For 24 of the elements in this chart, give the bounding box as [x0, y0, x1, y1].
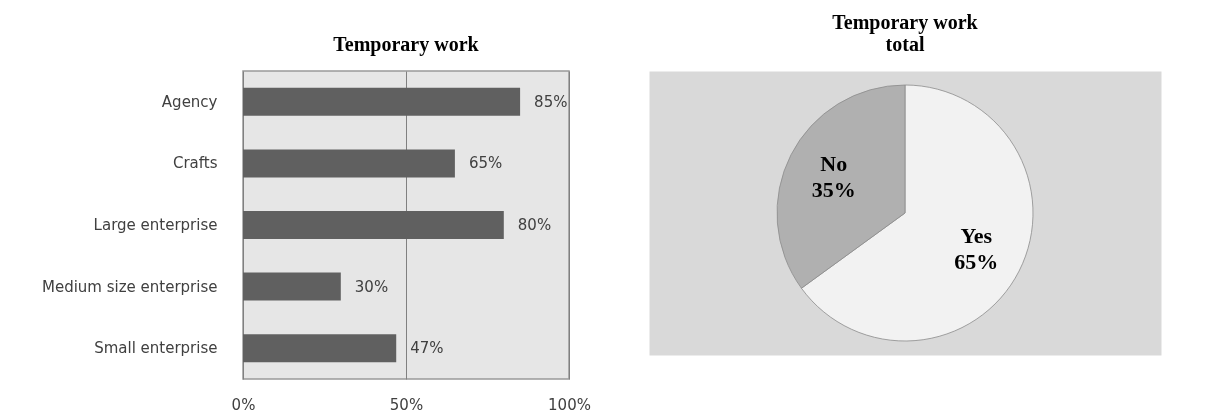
chart-title: Temporary work — [333, 33, 480, 56]
slice-label: Yes — [960, 223, 993, 249]
data-label: 35% — [811, 176, 856, 202]
bar — [243, 272, 341, 301]
slice-label: No — [820, 150, 848, 176]
data-label: 47% — [410, 339, 444, 358]
y-tick-label: Large enterprise — [93, 216, 218, 234]
data-label: 80% — [517, 216, 552, 234]
x-tick-label: 0% — [231, 395, 256, 414]
x-tick-label: 100% — [548, 395, 591, 414]
bar — [243, 334, 397, 363]
data-label: 85% — [534, 92, 568, 111]
chart-title: Temporary work total — [832, 11, 979, 55]
y-tick-label: Medium size enterprise — [41, 277, 218, 296]
y-tick-label: Small enterprise — [94, 339, 218, 358]
bar — [243, 211, 504, 239]
data-label: 65% — [954, 249, 999, 275]
bar — [243, 87, 521, 116]
y-tick-label: Crafts — [172, 154, 218, 173]
data-label: 65% — [468, 154, 503, 173]
x-tick-label: 50% — [389, 395, 424, 414]
y-tick-label: Agency — [161, 92, 218, 111]
data-label: 30% — [354, 277, 389, 296]
bar — [243, 149, 455, 178]
